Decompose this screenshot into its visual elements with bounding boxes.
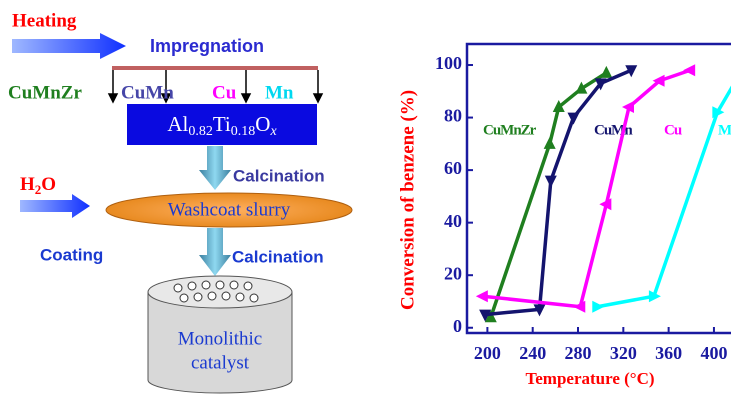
impregnation-label: Impregnation <box>150 36 264 56</box>
y-axis-title: Conversion of benzene (%) <box>397 90 418 310</box>
point-marker <box>594 78 607 91</box>
series-line <box>482 68 691 309</box>
series-label: CuMnZr <box>483 122 537 138</box>
y-tick-label: 20 <box>444 263 462 283</box>
support-formula: Al0.82Ti0.18Ox <box>167 112 277 139</box>
point-marker <box>592 300 605 313</box>
series-label: Cu <box>664 122 682 138</box>
down-arrow <box>199 146 231 190</box>
x-axis-title: Temperature (°C) <box>525 369 654 388</box>
point-marker <box>552 100 565 113</box>
x-tick-label: 320 <box>610 343 637 363</box>
plot-frame <box>465 42 731 335</box>
water-arrow <box>20 194 90 218</box>
point-marker <box>543 136 556 149</box>
series-label: Mn <box>718 122 731 138</box>
x-tick-label: 240 <box>519 343 546 363</box>
point-marker <box>575 81 588 94</box>
calcination-label: Calcination <box>233 166 325 185</box>
formula-sub: 0.18 <box>231 124 256 139</box>
formula-sub: x <box>269 124 277 139</box>
series-line <box>596 85 731 309</box>
washcoat-ellipse <box>105 192 353 228</box>
point-marker <box>600 65 613 78</box>
series-line <box>484 68 632 317</box>
catalyst-label: Monolithic <box>178 328 262 349</box>
precursor-label: Cu <box>212 82 237 103</box>
x-tick-label: 200 <box>474 343 501 363</box>
point-marker <box>567 112 580 125</box>
point-marker <box>484 310 497 323</box>
point-marker <box>621 101 634 114</box>
point-marker <box>479 309 492 322</box>
x-tick-label: 360 <box>655 343 682 363</box>
formula-part: H <box>20 174 35 195</box>
point-marker <box>712 106 725 119</box>
x-tick-label: 280 <box>565 343 592 363</box>
support-box <box>127 104 317 145</box>
point-marker <box>648 290 661 303</box>
y-tick-label: 60 <box>444 158 462 178</box>
point-marker <box>652 74 665 87</box>
formula-sub: 2 <box>35 182 42 197</box>
impregnation-arrows <box>107 70 324 104</box>
diagram: Heating Impregnation CuMnZr CuMn Cu Mn A… <box>8 10 353 394</box>
bracket <box>112 66 318 70</box>
point-marker <box>533 304 546 317</box>
y-tick-label: 0 <box>453 316 462 336</box>
coating-label: Coating <box>40 245 103 264</box>
y-tick-label: 80 <box>444 106 462 126</box>
channels <box>173 280 259 303</box>
heating-label: Heating <box>12 10 77 31</box>
point-marker <box>475 290 488 303</box>
point-marker <box>573 300 586 313</box>
precursor-label: Mn <box>265 82 294 103</box>
catalyst-label: catalyst <box>191 352 250 373</box>
point-marker <box>683 64 696 77</box>
heating-arrow <box>12 33 126 59</box>
water-label: H2O <box>20 174 56 197</box>
formula-part: O <box>41 174 56 195</box>
chart: Conversion of benzene (%) Temperature (°… <box>397 42 731 388</box>
formula-sub: 0.82 <box>188 124 213 139</box>
precursor-label: CuMn <box>121 82 174 103</box>
point-marker <box>625 65 638 78</box>
cylinder-body <box>147 292 293 394</box>
point-marker <box>544 175 557 188</box>
x-tick-label: 400 <box>700 343 727 363</box>
formula-part: Ti <box>213 112 231 136</box>
y-tick-label: 100 <box>435 53 462 73</box>
down-arrow <box>199 228 231 276</box>
precursor-label: CuMnZr <box>8 82 82 103</box>
washcoat-label: Washcoat slurry <box>168 199 291 220</box>
calcination-label: Calcination <box>232 247 324 266</box>
y-tick-label: 40 <box>444 211 462 231</box>
formula-part: Al <box>167 112 188 136</box>
formula-part: O <box>255 112 270 136</box>
point-marker <box>599 198 612 211</box>
series-label: CuMn <box>594 122 633 138</box>
